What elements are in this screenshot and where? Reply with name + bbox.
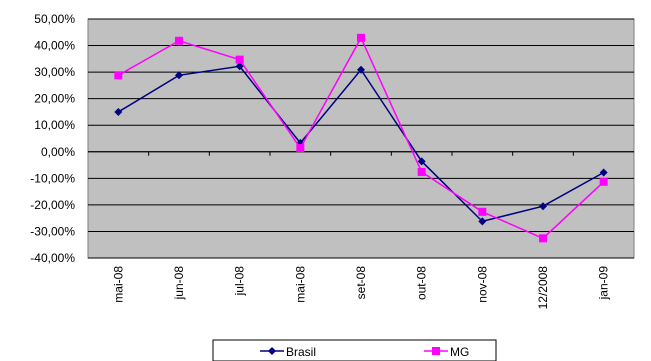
data-point-brasil	[357, 65, 365, 74]
y-tick-label: 20,00%	[34, 92, 75, 106]
data-point-brasil	[114, 107, 123, 116]
data-point-brasil	[539, 202, 547, 211]
y-tick-label: -10,00%	[30, 171, 75, 185]
data-point-mg	[599, 177, 608, 186]
y-tick-label: -30,00%	[30, 224, 75, 238]
data-point-mg	[114, 71, 123, 80]
x-tick-label: nov-08	[475, 266, 489, 303]
data-point-brasil	[599, 168, 608, 177]
y-tick-label: 40,00%	[34, 39, 75, 53]
x-tick-label: set-08	[354, 266, 368, 300]
y-axis-tick-labels: 50,00% 40,00% 30,00% 20,00% 10,00% 0,00% -10,0…	[30, 12, 75, 265]
legend-box	[212, 339, 497, 361]
data-point-mg	[539, 234, 547, 243]
x-tick-label: jan-09	[597, 266, 611, 301]
plot-area	[87, 18, 635, 259]
data-point-brasil	[478, 217, 487, 226]
legend-label-mg: MG	[450, 345, 469, 359]
y-tick-label: 30,00%	[34, 65, 75, 79]
data-point-mg	[417, 167, 426, 176]
data-point-mg	[357, 33, 365, 42]
legend-marker-brasil	[268, 347, 276, 355]
y-tick-label: 10,00%	[34, 118, 75, 132]
data-point-mg	[235, 55, 244, 64]
x-tick-label: jun-08	[172, 266, 186, 301]
data-point-brasil	[417, 157, 426, 166]
x-tick-label: 12/2008	[536, 266, 550, 310]
data-point-brasil	[235, 62, 244, 71]
x-tick-label: mai-08	[111, 266, 125, 303]
y-tick-label: -20,00%	[30, 198, 75, 212]
y-tick-label: -40,00%	[30, 251, 75, 265]
x-tick-label: mai-08	[293, 266, 307, 303]
series-layer	[114, 33, 608, 243]
y-tick-label: 50,00%	[34, 12, 75, 26]
legend-marker-mg	[432, 347, 440, 355]
x-tick-label: out-08	[415, 266, 429, 300]
data-point-mg	[478, 207, 487, 216]
y-tick-label: 0,00%	[41, 145, 75, 159]
data-point-mg	[175, 36, 183, 45]
data-point-mg	[296, 144, 305, 153]
x-tick-label: jul-08	[233, 266, 247, 297]
data-point-brasil	[175, 71, 183, 80]
legend: Brasil MG	[212, 339, 497, 361]
legend-label-brasil: Brasil	[286, 345, 316, 359]
x-axis-tick-labels: mai-08 jun-08 jul-08 mai-08 set-08 out-08 nov-…	[111, 266, 610, 310]
x-axis-ticks	[148, 151, 574, 156]
